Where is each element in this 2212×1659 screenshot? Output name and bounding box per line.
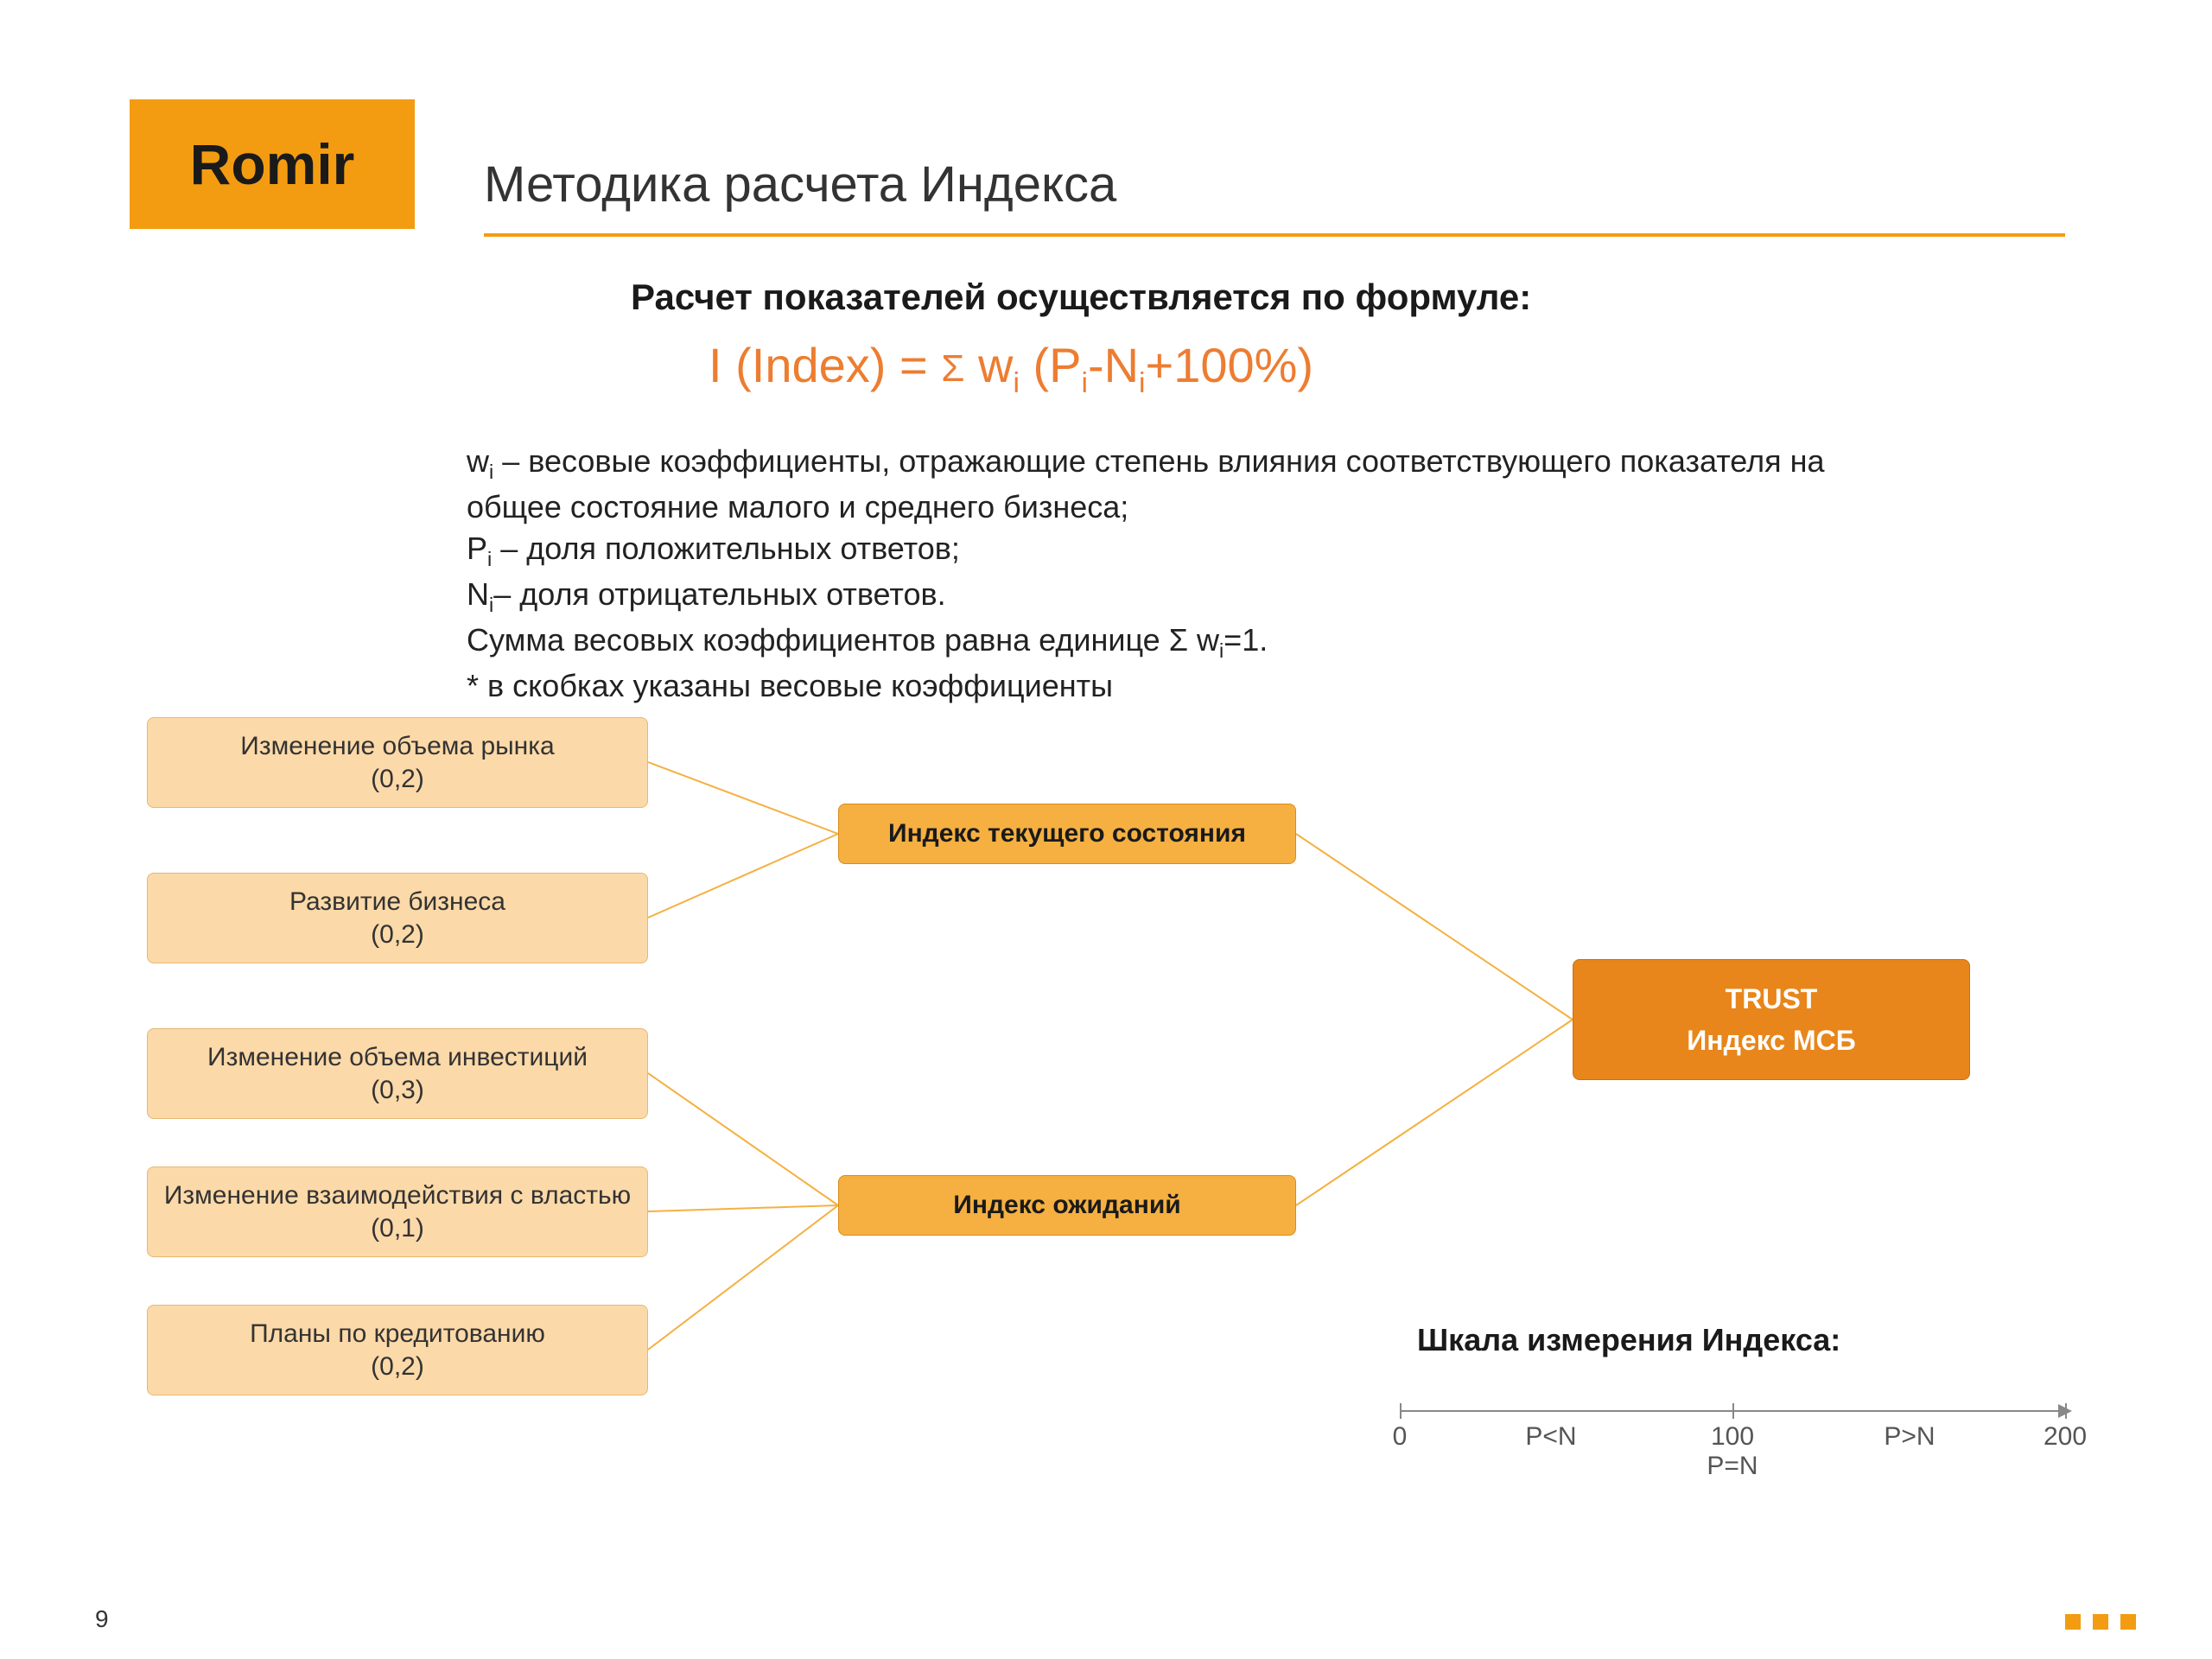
page-number: 9 [95,1605,109,1633]
logo-romir: Romir [130,99,415,229]
index-box-1: Индекс ожиданий [838,1175,1296,1236]
input-box-3: Изменение взаимодействия с властью(0,1) [147,1166,648,1257]
index-box-0: Индекс текущего состояния [838,804,1296,864]
input-box-2: Изменение объема инвестиций(0,3) [147,1028,648,1119]
scale-axis: 0100P=N200P<NP>N [1400,1400,2074,1503]
box-label: Изменение объема рынка [240,730,554,763]
slide: Romir Методика расчета Индекса Расчет по… [0,0,2212,1659]
scale-region-label: P<N [1525,1422,1576,1452]
input-box-4: Планы по кредитованию(0,2) [147,1305,648,1395]
box-label: Развитие бизнеса [289,886,505,918]
box-line1: TRUST [1726,978,1818,1020]
scale-tick-label: 100P=N [1707,1422,1758,1481]
slide-title: Методика расчета Индекса [484,156,1116,213]
input-box-1: Развитие бизнеса(0,2) [147,873,648,963]
box-weight: (0,1) [371,1212,424,1245]
scale-title: Шкала измерения Индекса: [1417,1322,1840,1358]
box-label: Изменение объема инвестиций [207,1041,588,1074]
box-weight: (0,3) [371,1074,424,1107]
footer-dots-icon [2065,1614,2136,1630]
scale-tick-label: 0 [1393,1422,1408,1452]
box-line2: Индекс МСБ [1687,1020,1855,1061]
formula-heading: Расчет показателей осуществляется по фор… [631,276,1531,318]
result-box: TRUSTИндекс МСБ [1573,959,1970,1080]
box-weight: (0,2) [371,1351,424,1383]
scale-tick [1400,1403,1402,1419]
scale-tick [1732,1403,1734,1419]
flow-diagram: Изменение объема рынка(0,2)Развитие бизн… [147,717,2065,1426]
scale-region-label: P>N [1884,1422,1935,1452]
box-weight: (0,2) [371,918,424,951]
box-weight: (0,2) [371,763,424,796]
box-label: Индекс ожиданий [953,1191,1180,1220]
input-box-0: Изменение объема рынка(0,2) [147,717,648,808]
box-label: Индекс текущего состояния [888,819,1246,849]
scale-tick [2065,1403,2067,1419]
box-label: Изменение взаимодействия с властью [164,1179,631,1212]
scale-tick-label: 200 [2044,1422,2087,1452]
definitions-text: wi – весовые коэффициенты, отражающие ст… [467,441,1849,707]
box-label: Планы по кредитованию [250,1318,545,1351]
title-underline [484,233,2065,237]
formula: I (Index) = Σ wi (Pi-Ni+100%) [709,337,1313,400]
